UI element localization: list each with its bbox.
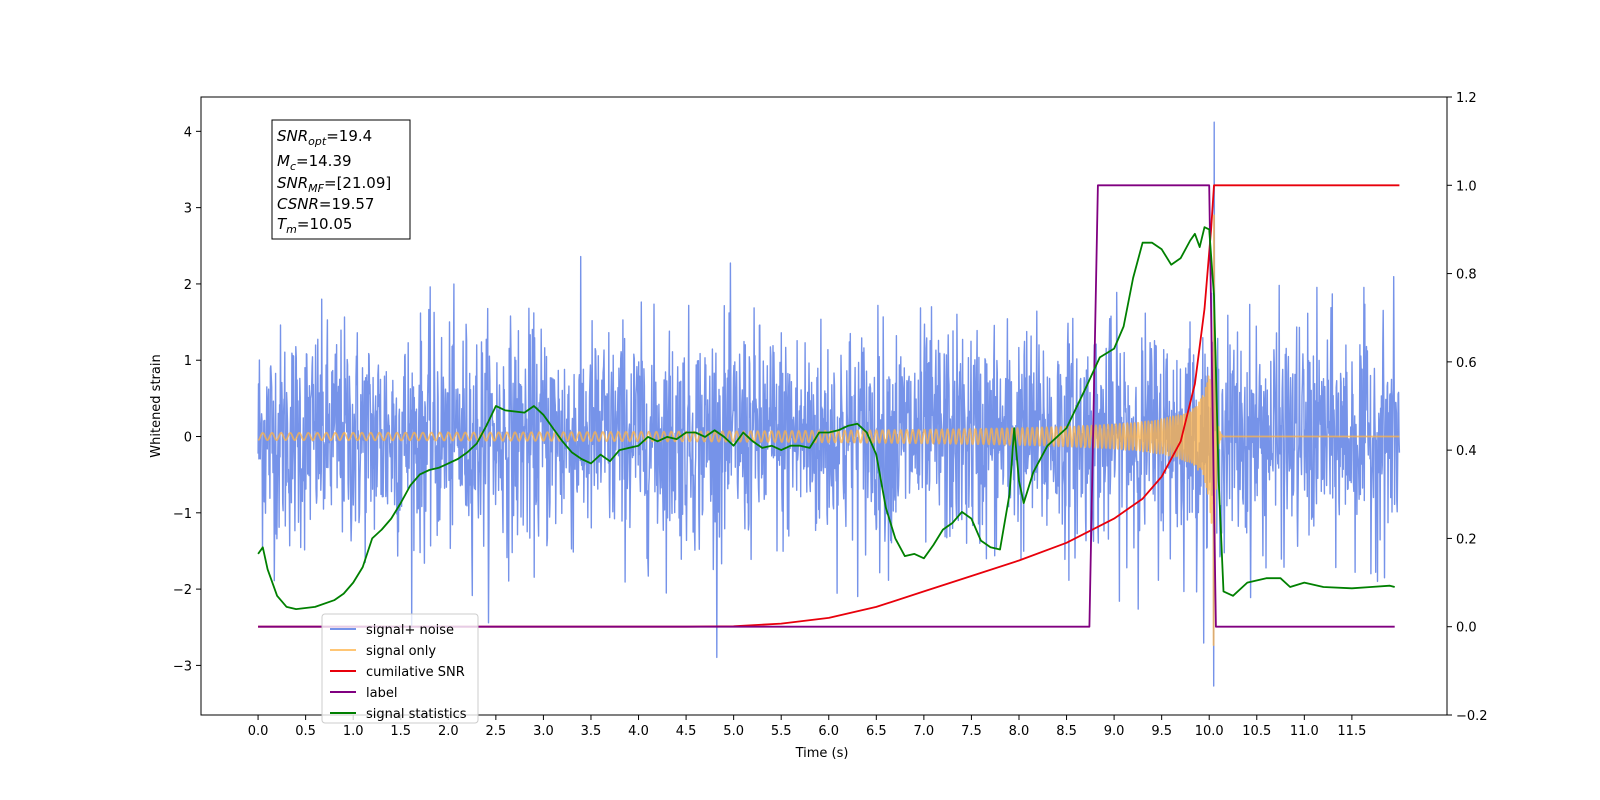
series-line-3 (258, 184, 1395, 628)
x-tick-label: 1.5 (390, 724, 411, 739)
annotation-frame (271, 119, 411, 240)
x-tick-label: 6.0 (818, 724, 839, 739)
x-tick-label: 11.0 (1290, 724, 1319, 739)
x-tick-label: 10.0 (1195, 724, 1224, 739)
annotation-snr-opt: SNRopt=19.4 (277, 127, 372, 148)
x-tick-label: 5.0 (723, 724, 744, 739)
x-tick-label: 0.0 (248, 724, 269, 739)
x-tick-label: 11.5 (1337, 724, 1366, 739)
x-tick-label: 0.5 (295, 724, 316, 739)
axes: 0.0 0.5 1.0 1.5 2.0 2.5 3.0 3.5 4.0 4.5 5.0 5.5 6.0 6… (173, 91, 1488, 739)
x-tick-label: 7.5 (961, 724, 982, 739)
x-tick-label: 3.5 (581, 724, 602, 739)
annotation-snr-mf: SNRMF=[21.09] (277, 174, 391, 195)
x-tick-label: 8.0 (1009, 724, 1030, 739)
y-right-tick-label: 0.0 (1456, 621, 1477, 636)
x-axis-label: Time (s) (795, 746, 849, 761)
x-tick-label: 9.0 (1104, 724, 1125, 739)
legend-label: signal statistics (366, 707, 467, 722)
y-axis-label: Whitened strain (149, 354, 164, 457)
legend: signal+ noise signal only cumilative SNR la… (321, 613, 479, 724)
x-tick-label: 7.0 (914, 724, 935, 739)
x-tick-label: 9.5 (1151, 724, 1172, 739)
y-right-tick-label: 0.8 (1456, 268, 1477, 283)
legend-frame (321, 613, 479, 724)
legend-label: label (366, 686, 397, 701)
y-right-tick-label: 0.6 (1456, 356, 1477, 371)
plot-area (257, 121, 1401, 687)
x-tick-label: 3.0 (533, 724, 554, 739)
y-right-tick-label: 0.2 (1456, 532, 1477, 547)
y-left-tick-label: −2 (173, 583, 192, 598)
y-left-tick-label: 3 (184, 202, 192, 217)
annotation-csnr: CSNR=19.57 (277, 195, 374, 213)
series-line-2 (258, 184, 1400, 628)
y-left-tick-label: −1 (173, 507, 192, 522)
y-left-tick-label: −3 (173, 659, 192, 674)
x-tick-label: 6.5 (866, 724, 887, 739)
legend-label: signal only (366, 644, 436, 659)
x-tick-label: 4.0 (628, 724, 649, 739)
y-right-tick-label: 0.4 (1456, 444, 1477, 459)
x-tick-label: 2.5 (486, 724, 507, 739)
series-line-1 (257, 214, 1400, 646)
series-line-4 (257, 226, 1395, 610)
x-tick-label: 4.5 (676, 724, 697, 739)
annotation-mc: Mc=14.39 (277, 152, 352, 173)
y-left-tick-label: 4 (184, 125, 192, 140)
y-right-tick-label: −0.2 (1456, 709, 1488, 724)
x-tick-label: 1.0 (343, 724, 364, 739)
y-right-tick-label: 1.2 (1456, 91, 1477, 106)
annotation-tm: Tm=10.05 (277, 215, 352, 236)
legend-label: signal+ noise (366, 623, 454, 638)
x-tick-label: 10.5 (1242, 724, 1271, 739)
annotation-box: SNRopt=19.4 Mc=14.39 SNRMF=[21.09] CSNR=… (271, 119, 411, 240)
x-tick-label: 8.5 (1056, 724, 1077, 739)
x-tick-label: 5.5 (771, 724, 792, 739)
y-left-tick-label: 1 (184, 354, 192, 369)
y-right-tick-label: 1.0 (1456, 179, 1477, 194)
legend-label: cumilative SNR (366, 665, 465, 680)
y-left-tick-label: 2 (184, 278, 192, 293)
y-left-tick-label: 0 (184, 431, 192, 446)
x-tick-label: 2.0 (438, 724, 459, 739)
plot-frame (200, 96, 1448, 716)
